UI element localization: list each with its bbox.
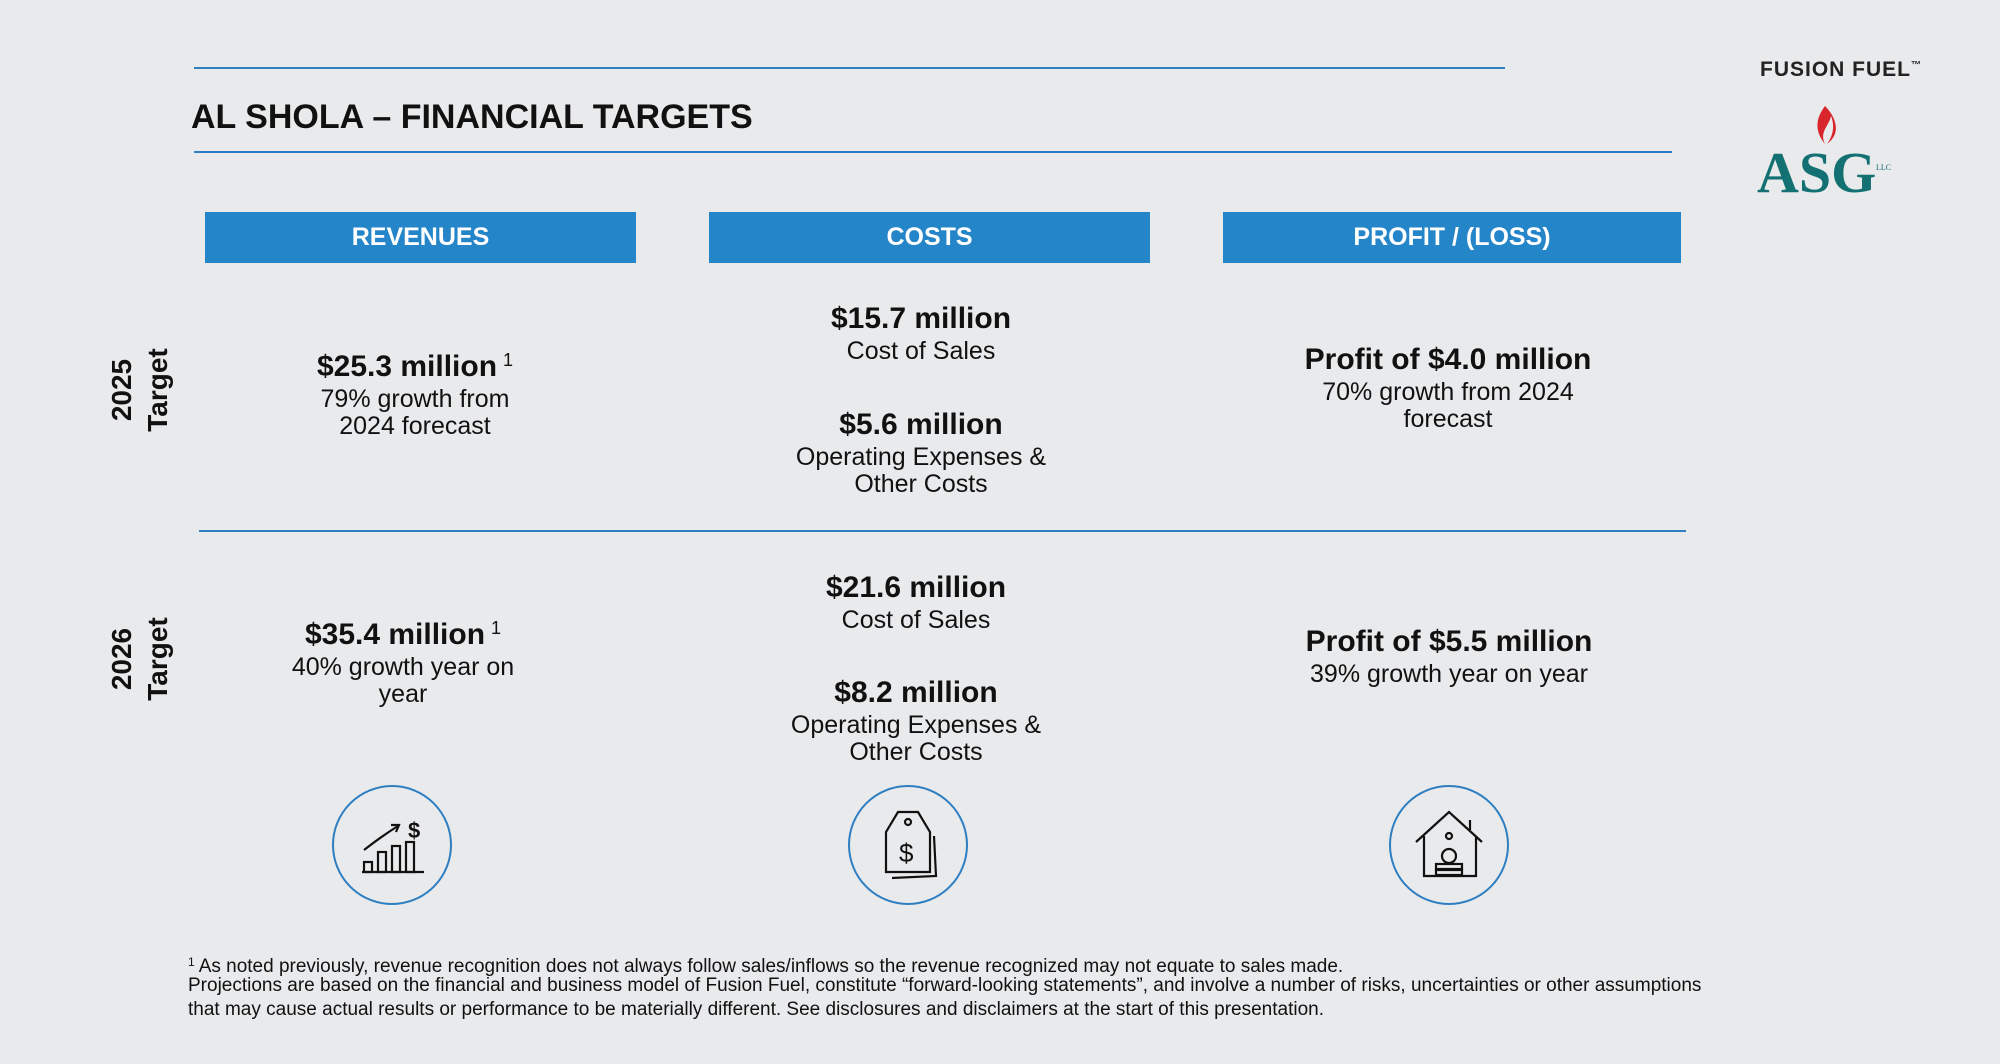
amount: $21.6 million <box>826 569 1006 607</box>
slide-title: AL SHOLA – FINANCIAL TARGETS <box>191 98 753 136</box>
asg-suffix: LLC <box>1876 163 1891 172</box>
amount: $8.2 million <box>791 674 1041 712</box>
row-label: 2025 Target <box>104 290 176 490</box>
amount: $5.6 million <box>796 406 1046 444</box>
row-divider <box>199 530 1686 532</box>
asg-logo: ASG LLC <box>1757 106 1891 198</box>
footnote-text: As noted previously, revenue recognition… <box>198 956 1344 977</box>
footnote-marker: 1 <box>503 350 514 370</box>
revenue-cell: $25.3 million 1 79% growth from 2024 foreca… <box>317 341 513 440</box>
column-header: PROFIT / (LOSS) <box>1223 212 1681 263</box>
row-year: 2026 <box>106 627 137 691</box>
description-line: 79% growth from <box>320 385 510 413</box>
cost-cell: $5.6 million Operating Expenses & Other Co… <box>796 406 1046 498</box>
svg-text:$: $ <box>408 818 420 843</box>
description-line: 39% growth year on year <box>1310 660 1588 688</box>
description-line: 70% growth from 2024 <box>1322 378 1574 406</box>
fusion-fuel-logo: FUSION FUEL™ <box>1760 58 1922 82</box>
amount: Profit of $4.0 million <box>1305 341 1592 379</box>
cost-cell: $8.2 million Operating Expenses & Other Co… <box>791 674 1041 766</box>
row-target: Target <box>142 617 173 701</box>
description-line: Cost of Sales <box>846 337 996 365</box>
description-line: Cost of Sales <box>841 606 991 634</box>
icon-circle <box>848 785 968 905</box>
cost-cell: $21.6 million Cost of Sales <box>826 569 1006 634</box>
column-header: COSTS <box>709 212 1150 263</box>
profit-cell: Profit of $4.0 million 70% growth from 20… <box>1305 341 1592 433</box>
row-year: 2025 <box>106 358 137 422</box>
asg-text: ASG <box>1757 140 1876 198</box>
svg-text:$: $ <box>899 838 914 868</box>
column-header: REVENUES <box>205 212 636 263</box>
trademark: ™ <box>1911 60 1922 71</box>
icon-circle <box>1389 785 1509 905</box>
amount-text: Profit of $4.0 million <box>1304 343 1592 376</box>
amount-text: $25.3 million <box>316 350 498 383</box>
disclaimer-line: Projections are based on the financial a… <box>188 975 1702 996</box>
description-line: 2024 forecast <box>339 412 491 440</box>
description-line: Other Costs <box>854 470 988 498</box>
description-line: Operating Expenses & <box>790 711 1042 739</box>
amount: Profit of $5.5 million <box>1306 623 1593 661</box>
amount-text: $15.7 million <box>830 302 1012 335</box>
description-line: Operating Expenses & <box>795 443 1047 471</box>
amount-text: $21.6 million <box>825 571 1007 604</box>
footnote: 1 As noted previously, revenue recognitio… <box>188 950 1343 979</box>
amount-text: $5.6 million <box>839 408 1003 441</box>
row-label: 2026 Target <box>104 559 176 759</box>
profit-cell: Profit of $5.5 million 39% growth year on… <box>1306 623 1593 688</box>
description-line: 40% growth year on <box>291 653 515 681</box>
amount: $35.4 million 1 <box>292 609 514 654</box>
flame <box>1817 106 1836 144</box>
cost-cell: $15.7 million Cost of Sales <box>831 300 1011 365</box>
amount: $25.3 million 1 <box>317 341 513 386</box>
amount: $15.7 million <box>831 300 1011 338</box>
description-line: year <box>378 680 428 708</box>
title-rule <box>194 151 1672 153</box>
disclaimer-line: that may cause actual results or perform… <box>188 999 1324 1020</box>
description-line: forecast <box>1403 405 1493 433</box>
amount-text: $35.4 million <box>304 618 486 651</box>
logo-text: FUSION FUEL <box>1760 58 1911 81</box>
price-tag-icon: $ <box>884 810 938 880</box>
icon-circle <box>332 785 452 905</box>
top-rule <box>194 67 1505 69</box>
house-icon <box>1415 810 1483 878</box>
footnote-marker: 1 <box>491 618 502 638</box>
revenue-cell: $35.4 million 1 40% growth year on year <box>292 609 514 708</box>
row-target: Target <box>142 348 173 432</box>
amount-text: Profit of $5.5 million <box>1305 625 1593 658</box>
description-line: Other Costs <box>849 738 983 766</box>
growth-icon: $ <box>362 818 424 874</box>
amount-text: $8.2 million <box>834 676 998 709</box>
footnote-marker: 1 <box>188 955 195 969</box>
